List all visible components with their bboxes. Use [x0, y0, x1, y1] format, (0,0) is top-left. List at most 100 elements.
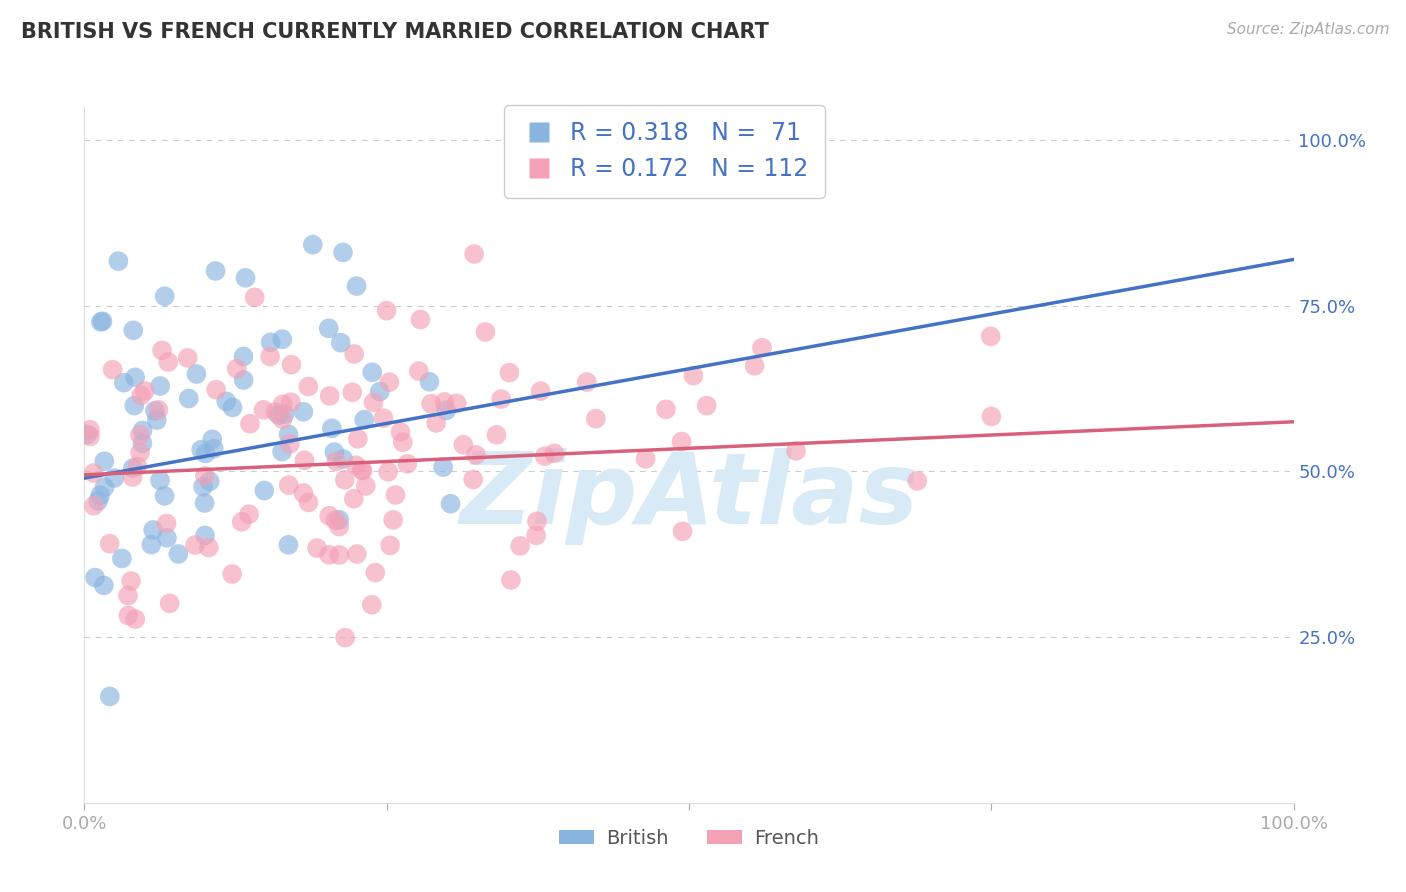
Point — [526, 514, 548, 528]
Point — [368, 384, 391, 399]
Point — [543, 446, 565, 460]
Point — [292, 405, 315, 419]
Point — [420, 397, 443, 411]
Point — [509, 539, 531, 553]
Point — [409, 312, 432, 326]
Point — [153, 489, 176, 503]
Point — [271, 332, 294, 346]
Point — [980, 409, 1002, 424]
Point — [408, 364, 430, 378]
Point — [474, 325, 496, 339]
Point — [333, 473, 356, 487]
Point — [346, 432, 368, 446]
Point — [434, 403, 457, 417]
Point — [318, 508, 340, 523]
Point — [292, 486, 315, 500]
Point — [280, 358, 302, 372]
Point — [167, 547, 190, 561]
Point — [354, 479, 377, 493]
Point — [682, 368, 704, 383]
Point — [332, 245, 354, 260]
Point — [751, 341, 773, 355]
Point — [294, 453, 316, 467]
Point — [124, 612, 146, 626]
Point — [498, 366, 520, 380]
Point — [344, 458, 367, 473]
Point — [463, 472, 485, 486]
Point — [93, 480, 115, 494]
Point — [90, 315, 112, 329]
Point — [384, 488, 406, 502]
Point — [307, 541, 329, 555]
Point — [103, 471, 125, 485]
Point — [439, 497, 461, 511]
Point — [585, 411, 607, 425]
Point — [382, 513, 405, 527]
Point — [499, 573, 522, 587]
Point — [364, 566, 387, 580]
Point — [194, 528, 217, 542]
Point — [146, 413, 169, 427]
Point — [221, 401, 243, 415]
Point — [273, 407, 295, 421]
Point — [463, 247, 485, 261]
Point — [93, 578, 115, 592]
Point — [129, 428, 152, 442]
Point — [177, 392, 200, 406]
Point — [238, 507, 260, 521]
Point — [524, 528, 547, 542]
Point — [277, 478, 299, 492]
Point — [190, 442, 212, 457]
Point — [150, 343, 173, 358]
Point — [321, 421, 343, 435]
Point — [101, 362, 124, 376]
Point — [159, 596, 181, 610]
Point — [243, 290, 266, 304]
Point — [432, 460, 454, 475]
Point — [333, 631, 356, 645]
Point — [267, 408, 290, 422]
Point — [232, 373, 254, 387]
Point — [328, 519, 350, 533]
Point — [129, 445, 152, 459]
Point — [378, 538, 401, 552]
Point — [117, 608, 139, 623]
Point — [377, 465, 399, 479]
Point — [671, 434, 693, 449]
Point — [79, 423, 101, 437]
Point — [271, 397, 294, 411]
Point — [453, 438, 475, 452]
Point — [156, 531, 179, 545]
Point — [301, 237, 323, 252]
Point — [215, 394, 238, 409]
Point — [353, 413, 375, 427]
Point — [129, 388, 152, 402]
Point — [198, 475, 221, 489]
Point — [375, 303, 398, 318]
Point — [186, 367, 208, 381]
Point — [343, 491, 366, 506]
Point — [465, 448, 488, 462]
Point — [111, 551, 134, 566]
Point — [201, 432, 224, 446]
Point — [325, 513, 347, 527]
Point — [194, 446, 217, 460]
Point — [205, 383, 228, 397]
Point — [184, 538, 207, 552]
Point — [744, 359, 766, 373]
Point — [389, 425, 412, 439]
Point — [202, 442, 225, 456]
Point — [696, 399, 718, 413]
Point — [634, 451, 657, 466]
Point — [264, 405, 287, 419]
Point — [231, 515, 253, 529]
Point — [350, 463, 373, 477]
Text: ZipAtlas: ZipAtlas — [460, 448, 918, 545]
Point — [323, 445, 346, 459]
Point — [149, 473, 172, 487]
Point — [328, 548, 350, 562]
Point — [271, 444, 294, 458]
Point — [148, 403, 170, 417]
Point — [346, 547, 368, 561]
Legend: British, French: British, French — [551, 822, 827, 855]
